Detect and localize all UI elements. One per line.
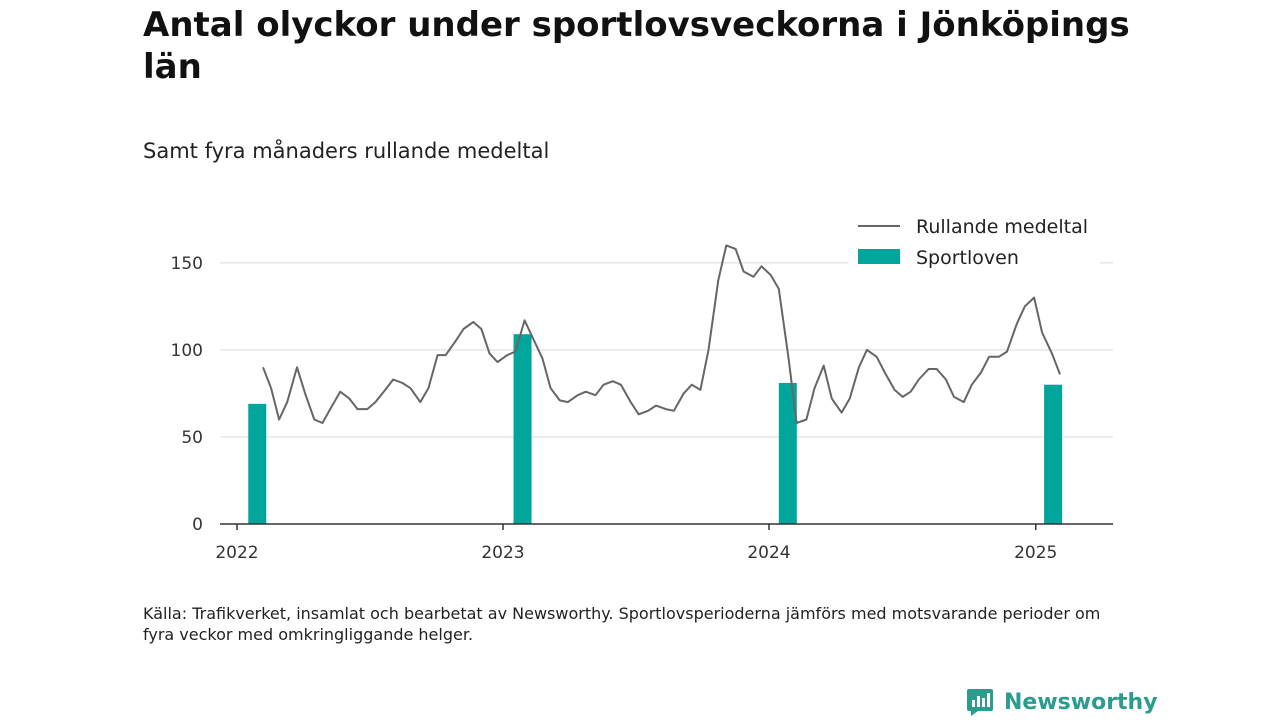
bar-series [248,334,1063,524]
newsworthy-logo-icon [967,689,993,716]
sportlov-bar [1044,384,1063,524]
legend-label-line: Rullande medeltal [916,216,1088,238]
y-axis: 0 50 100 150 [171,254,203,535]
legend: Rullande medeltal Sportloven [848,210,1100,269]
sportlov-bar [248,403,267,524]
x-tick-label: 2023 [481,543,524,563]
x-tick-label: 2024 [747,543,790,563]
source-note: Källa: Trafikverket, insamlat och bearbe… [143,604,1101,644]
y-tick-label: 50 [181,428,203,448]
x-axis: 2022 2023 2024 2025 [215,523,1113,563]
grid-lines [220,262,1113,438]
legend-bar-swatch [858,249,900,264]
rolling-average-line [262,244,1061,424]
legend-label-bar: Sportloven [916,247,1019,269]
sportlov-bar [513,334,532,524]
sportlov-bar [778,382,797,524]
brand-name: Newsworthy [1004,689,1158,715]
x-tick-label: 2022 [215,543,258,563]
chart-title: Antal olyckor under sportlovsveckorna i … [143,5,1130,87]
y-tick-label: 150 [171,254,203,274]
line-series [262,244,1061,424]
y-tick-label: 0 [192,515,203,535]
brand-logo: Newsworthy [966,686,1158,718]
y-tick-label: 100 [171,341,203,361]
x-tick-label: 2025 [1014,543,1057,563]
chart-subtitle: Samt fyra månaders rullande medeltal [143,139,550,163]
